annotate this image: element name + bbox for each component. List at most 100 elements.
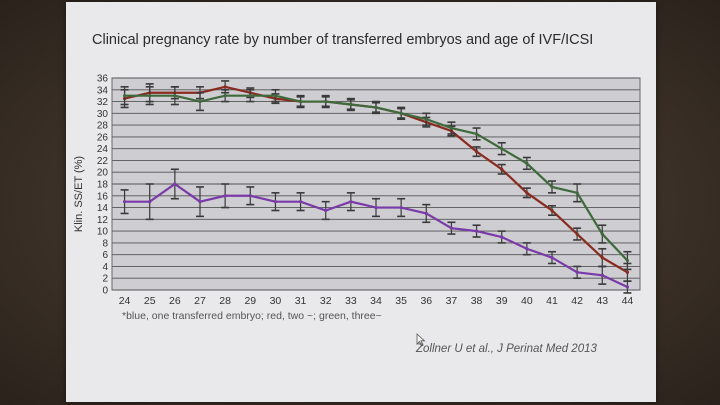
x-tick-label: 41 <box>546 295 558 307</box>
data-point <box>173 94 177 98</box>
data-point <box>374 105 378 110</box>
x-tick-label: 44 <box>622 295 634 307</box>
x-tick-label: 24 <box>119 295 131 307</box>
data-point <box>223 194 227 198</box>
x-tick-label: 33 <box>345 295 357 307</box>
x-tick-label: 38 <box>471 295 483 307</box>
data-point <box>575 191 579 195</box>
y-tick-label: 14 <box>97 203 109 214</box>
data-point <box>298 99 303 104</box>
data-point <box>273 94 278 98</box>
y-tick-label: 34 <box>97 85 109 96</box>
chart-title: Clinical pregnancy rate by number of tra… <box>92 32 594 48</box>
y-tick-label: 36 <box>97 74 109 85</box>
y-tick-label: 28 <box>97 121 109 132</box>
data-point <box>424 211 428 216</box>
data-point <box>474 150 479 154</box>
data-point <box>223 94 227 98</box>
data-point <box>575 232 579 236</box>
data-point <box>399 111 403 115</box>
presentation-slide: Clinical pregnancy rate by number of tra… <box>66 2 656 402</box>
data-point <box>424 117 428 121</box>
data-point <box>374 205 378 210</box>
y-tick-label: 20 <box>97 168 109 179</box>
data-point <box>449 126 454 130</box>
series-3 <box>120 86 632 271</box>
x-tick-label: 35 <box>395 295 407 307</box>
data-point <box>298 200 303 204</box>
y-tick-label: 30 <box>97 109 109 120</box>
y-tick-label: 8 <box>102 238 108 249</box>
x-tick-label: 32 <box>320 295 332 307</box>
data-point <box>550 208 554 213</box>
data-point <box>550 256 554 260</box>
footnote: *blue, one transferred embryo; red, two … <box>122 310 382 322</box>
y-tick-label: 24 <box>97 144 109 155</box>
data-point <box>500 235 504 239</box>
y-axis-label: Klin. SS/ET (%) <box>73 156 85 232</box>
x-tick-label: 43 <box>596 295 608 307</box>
data-point <box>525 191 529 195</box>
data-point <box>625 270 630 274</box>
data-point <box>173 182 177 186</box>
data-point <box>625 258 630 263</box>
x-tick-label: 25 <box>144 295 156 307</box>
data-point <box>575 270 579 274</box>
series-group <box>120 80 632 294</box>
data-point <box>198 200 202 204</box>
data-point <box>324 99 328 104</box>
x-tick-label: 28 <box>219 295 231 307</box>
x-tick-label: 34 <box>370 295 382 307</box>
x-tick-label: 31 <box>295 295 307 307</box>
data-point <box>600 232 604 236</box>
data-point <box>500 147 504 151</box>
y-tick-label: 10 <box>97 227 109 238</box>
data-point <box>273 200 278 204</box>
x-tick-label: 36 <box>420 295 432 307</box>
mouse-cursor-icon <box>416 333 426 347</box>
y-tick-label: 16 <box>97 191 109 202</box>
data-point <box>248 94 252 98</box>
y-tick-label: 26 <box>97 132 109 143</box>
x-tick-label: 37 <box>446 295 458 307</box>
y-tick-label: 18 <box>97 180 109 191</box>
x-tick-label: 30 <box>270 295 282 307</box>
data-point <box>550 185 554 189</box>
data-point <box>525 247 529 251</box>
x-tick-label: 26 <box>169 295 181 307</box>
citation: Zollner U et al., J Perinat Med 2013 <box>416 343 597 355</box>
y-tick-label: 0 <box>102 286 108 297</box>
y-tick-label: 6 <box>102 250 108 261</box>
data-point <box>223 85 227 89</box>
data-point <box>324 208 328 213</box>
y-tick-label: 22 <box>97 156 109 167</box>
y-tick-label: 32 <box>97 97 109 108</box>
data-point <box>525 161 529 165</box>
data-point <box>399 205 403 210</box>
data-point <box>625 285 630 289</box>
data-point <box>148 200 152 204</box>
data-point <box>474 132 479 136</box>
y-tick-label: 2 <box>102 274 108 285</box>
data-point <box>500 167 504 171</box>
data-point <box>600 256 604 260</box>
x-tick-label: 27 <box>194 295 206 307</box>
data-point <box>449 226 454 230</box>
x-tick-label: 29 <box>244 295 256 307</box>
data-point <box>122 200 127 204</box>
data-point <box>349 102 353 107</box>
data-point <box>148 94 152 98</box>
data-point <box>248 194 252 198</box>
x-tick-label: 42 <box>571 295 583 307</box>
y-tick-label: 4 <box>102 262 108 273</box>
x-tick-labels: 24 25 26 27 28 29 30 31 32 33 34 35 36 37 38 39 40 41 42 43… <box>119 295 634 307</box>
y-tick-label: 12 <box>97 215 109 226</box>
data-point <box>600 273 604 277</box>
data-point <box>349 200 353 204</box>
data-point <box>474 229 479 233</box>
data-point <box>198 99 202 104</box>
x-tick-label: 39 <box>496 295 508 307</box>
x-tick-label: 40 <box>521 295 533 307</box>
